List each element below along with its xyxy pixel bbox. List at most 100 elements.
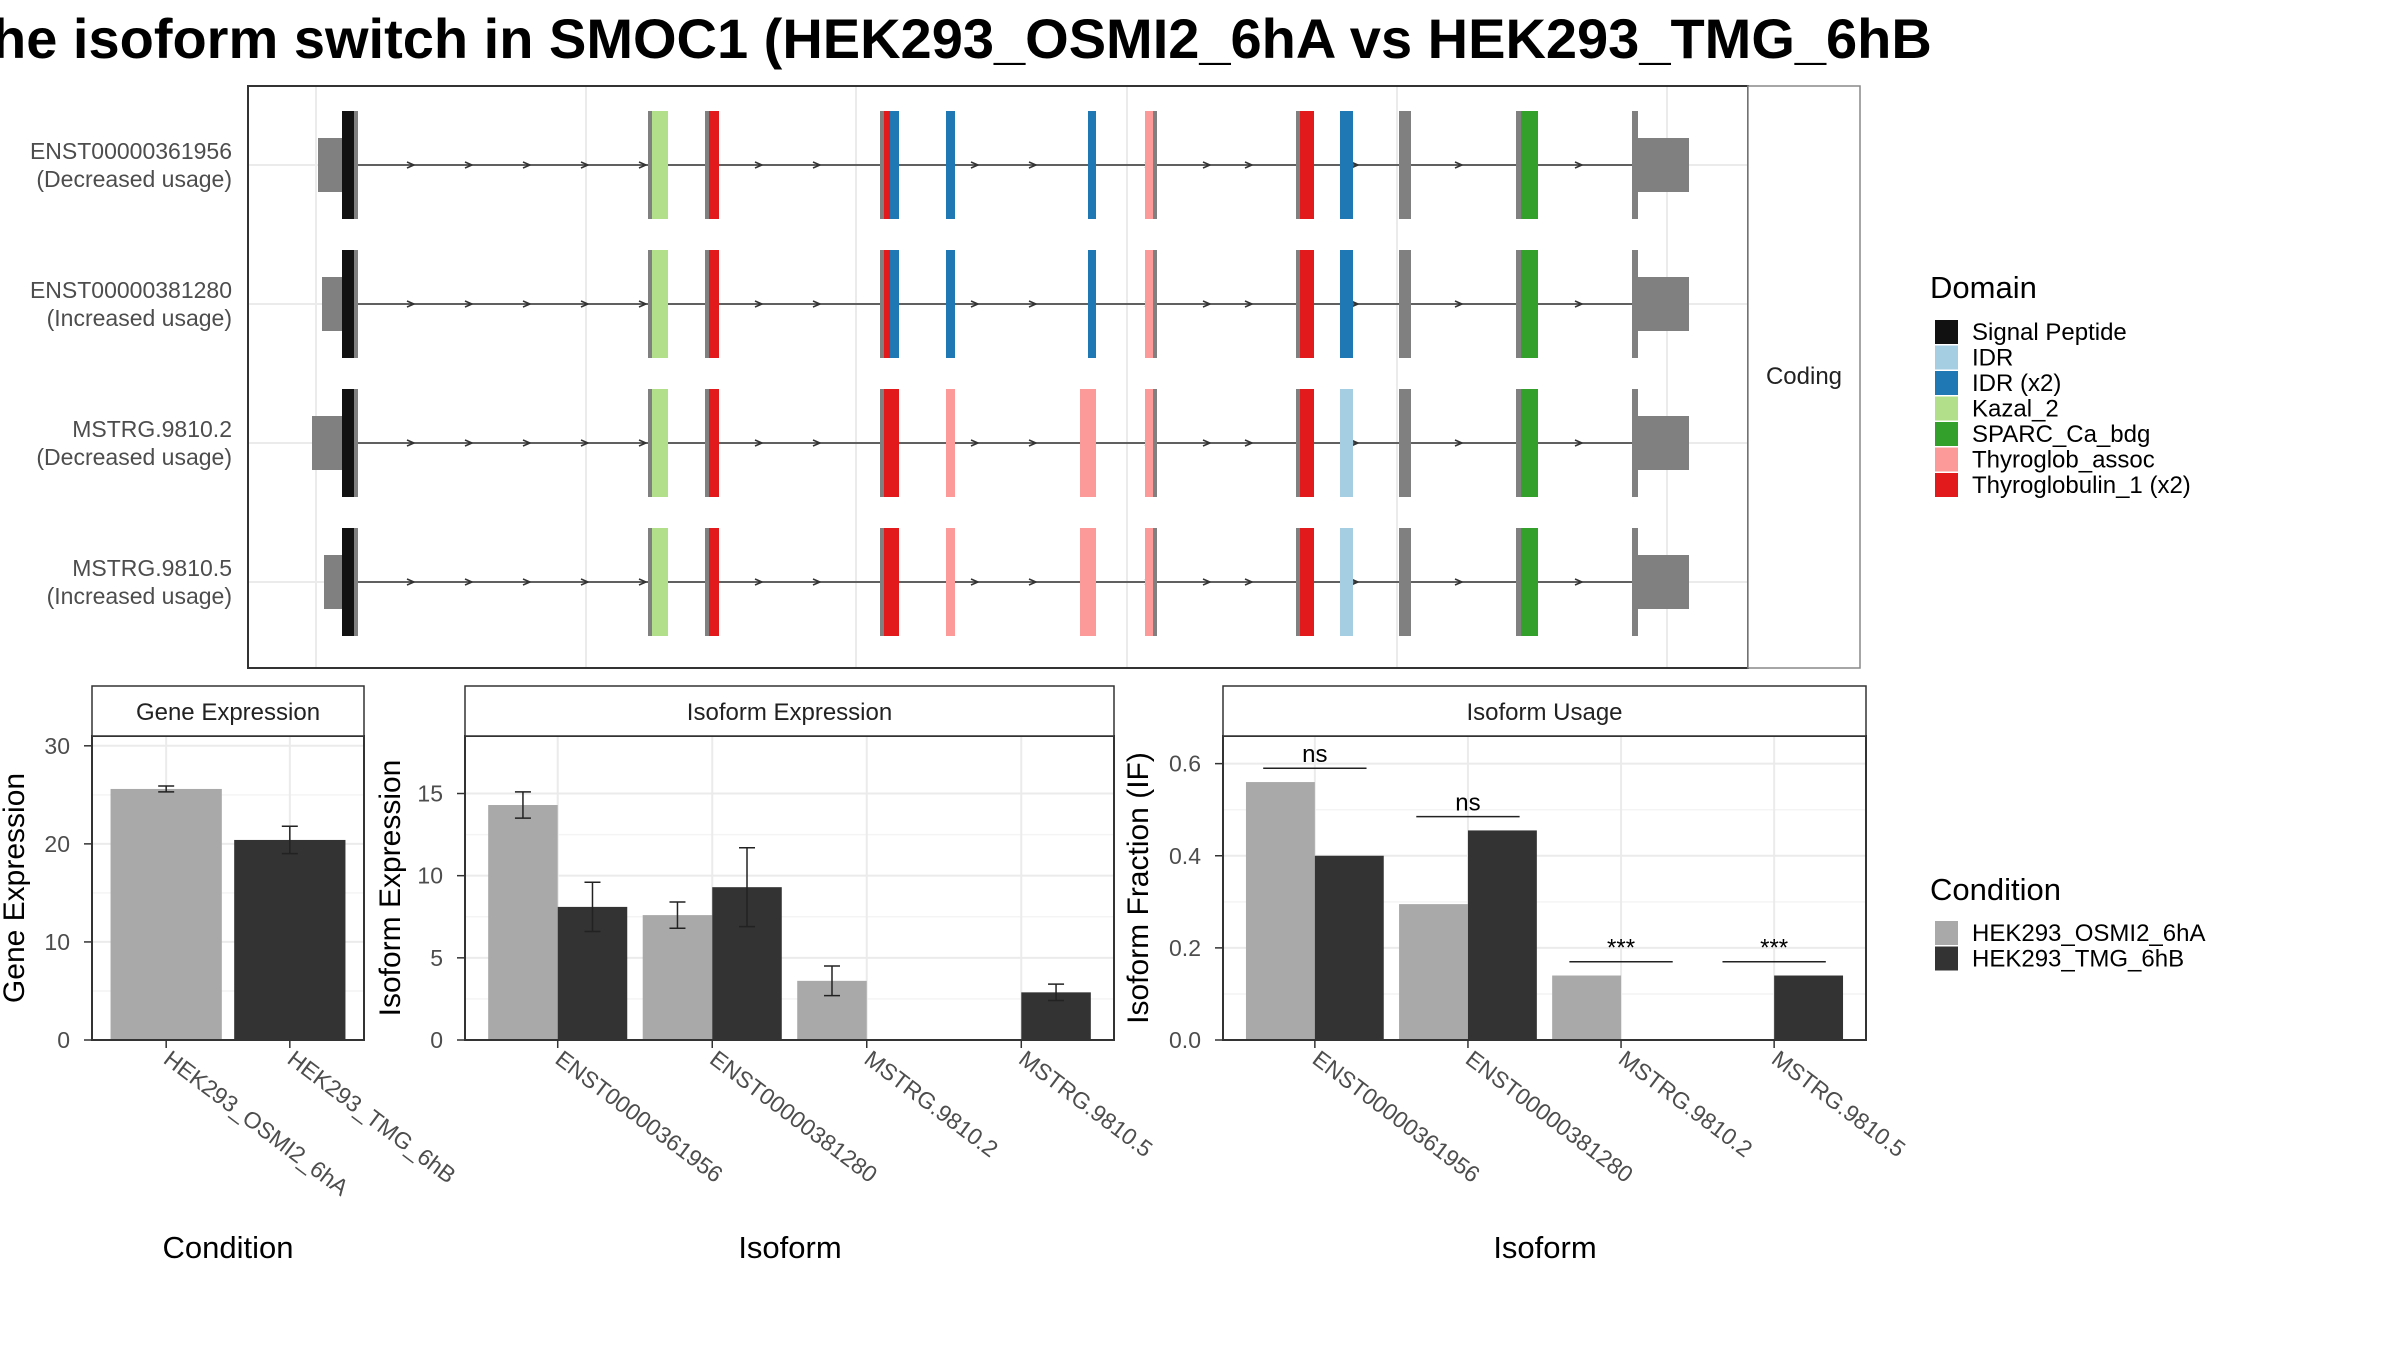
direction-arrow-icon [812, 578, 822, 586]
y-tick-label: 0 [430, 1027, 443, 1053]
direction-arrow-icon [464, 161, 474, 169]
exon-noncoding-part [1153, 389, 1157, 497]
direction-arrow-icon [1574, 439, 1584, 447]
exon-noncoding-part [1296, 250, 1300, 358]
utr-exon [322, 277, 344, 331]
direction-arrow-icon [1350, 161, 1360, 169]
coding-exon [1399, 250, 1411, 358]
exon-noncoding-part [1153, 528, 1157, 636]
direction-arrow-icon [580, 439, 590, 447]
domain-legend-label: IDR [1972, 345, 2013, 372]
coding-exon [1516, 250, 1538, 358]
coding-exon [890, 250, 899, 358]
utr-exon [1635, 555, 1689, 609]
significance-label: *** [1607, 935, 1635, 962]
x-axis-title: Isoform [1493, 1230, 1596, 1265]
significance-label: ns [1302, 741, 1327, 768]
transcript-structure-panel: ENST00000361956(Decreased usage)ENST0000… [30, 85, 1861, 669]
exon-noncoding-part [1516, 111, 1521, 219]
exon-noncoding-part [705, 250, 709, 358]
coding-exon [1088, 111, 1096, 219]
condition-legend-label: HEK293_TMG_6hB [1972, 946, 2184, 973]
transcript-row-MSTRG.9810.5: MSTRG.9810.5(Increased usage) [47, 528, 1748, 636]
utr-exon [318, 138, 344, 192]
coding-exon [890, 389, 899, 497]
exon-noncoding-part [1153, 111, 1157, 219]
direction-arrow-icon [580, 578, 590, 586]
direction-arrow-icon [406, 161, 416, 169]
transcript-row-ENST00000361956: ENST00000361956(Decreased usage) [30, 111, 1748, 219]
direction-arrow-icon [1244, 439, 1254, 447]
exon-noncoding-part [648, 250, 652, 358]
direction-arrow-icon [638, 300, 648, 308]
exon-noncoding-part [1296, 528, 1300, 636]
direction-arrow-icon [1574, 300, 1584, 308]
domain-legend-key [1935, 396, 1958, 421]
direction-arrow-icon [1454, 439, 1464, 447]
direction-arrow-icon [1350, 439, 1360, 447]
y-tick-label: 30 [44, 733, 70, 759]
utr-exon [324, 555, 344, 609]
x-axis-title: Isoform [738, 1230, 841, 1265]
domain-legend-key [1935, 447, 1958, 472]
bar-panel-strip [1222, 685, 1867, 737]
direction-arrow-icon [464, 300, 474, 308]
direction-arrow-icon [1350, 578, 1360, 586]
coding-exon [1399, 389, 1411, 497]
direction-arrow-icon [1574, 578, 1584, 586]
significance-label: *** [1760, 935, 1788, 962]
direction-arrow-icon [1454, 300, 1464, 308]
coding-exon [1399, 528, 1411, 636]
bar [488, 805, 558, 1040]
y-axis-title: Isoform Expression [374, 760, 407, 1017]
domain-legend-key [1935, 345, 1958, 370]
y-tick-label: 10 [44, 929, 70, 955]
direction-arrow-icon [1202, 578, 1212, 586]
direction-arrow-icon [1454, 161, 1464, 169]
domain-legend-label: Signal Peptide [1972, 319, 2127, 346]
exon-noncoding-part [648, 111, 652, 219]
coding-exon [648, 528, 668, 636]
bar-panel-title: Gene Expression [136, 699, 320, 726]
direction-arrow-icon [522, 161, 532, 169]
y-tick-label: 15 [417, 781, 443, 807]
transcript-row-MSTRG.9810.2: MSTRG.9810.2(Decreased usage) [36, 389, 1748, 497]
exon-noncoding-part [648, 389, 652, 497]
direction-arrow-icon [638, 439, 648, 447]
direction-arrow-icon [754, 300, 764, 308]
domain-legend-key [1935, 473, 1958, 497]
direction-arrow-icon [464, 439, 474, 447]
condition-legend-key [1935, 946, 1958, 971]
coding-exon [1340, 389, 1353, 497]
transcript-usage-note: (Decreased usage) [36, 444, 232, 470]
coding-exon [946, 111, 955, 219]
coding-exon [946, 389, 955, 497]
exon-noncoding-part [1516, 528, 1521, 636]
domain-legend-label: SPARC_Ca_bdg [1972, 421, 2150, 448]
y-tick-label: 0.4 [1169, 843, 1201, 869]
exon-noncoding-part [705, 111, 709, 219]
coding-exon [1340, 528, 1353, 636]
coding-exon [946, 528, 955, 636]
direction-arrow-icon [522, 439, 532, 447]
coding-exon [648, 111, 668, 219]
utr-exon [1635, 416, 1689, 470]
direction-arrow-icon [1350, 300, 1360, 308]
direction-arrow-icon [970, 578, 980, 586]
coding-exon [1296, 111, 1314, 219]
exon-noncoding-part [354, 250, 358, 358]
direction-arrow-icon [1202, 300, 1212, 308]
transcript-id-label: MSTRG.9810.2 [72, 416, 232, 442]
direction-arrow-icon [970, 300, 980, 308]
exon-noncoding-part [1296, 111, 1300, 219]
direction-arrow-icon [1028, 300, 1038, 308]
direction-arrow-icon [754, 439, 764, 447]
coding-exon [648, 389, 668, 497]
direction-arrow-icon [1454, 578, 1464, 586]
structure-plot-area [248, 86, 1748, 668]
exon-noncoding-part [1153, 250, 1157, 358]
direction-arrow-icon [754, 161, 764, 169]
